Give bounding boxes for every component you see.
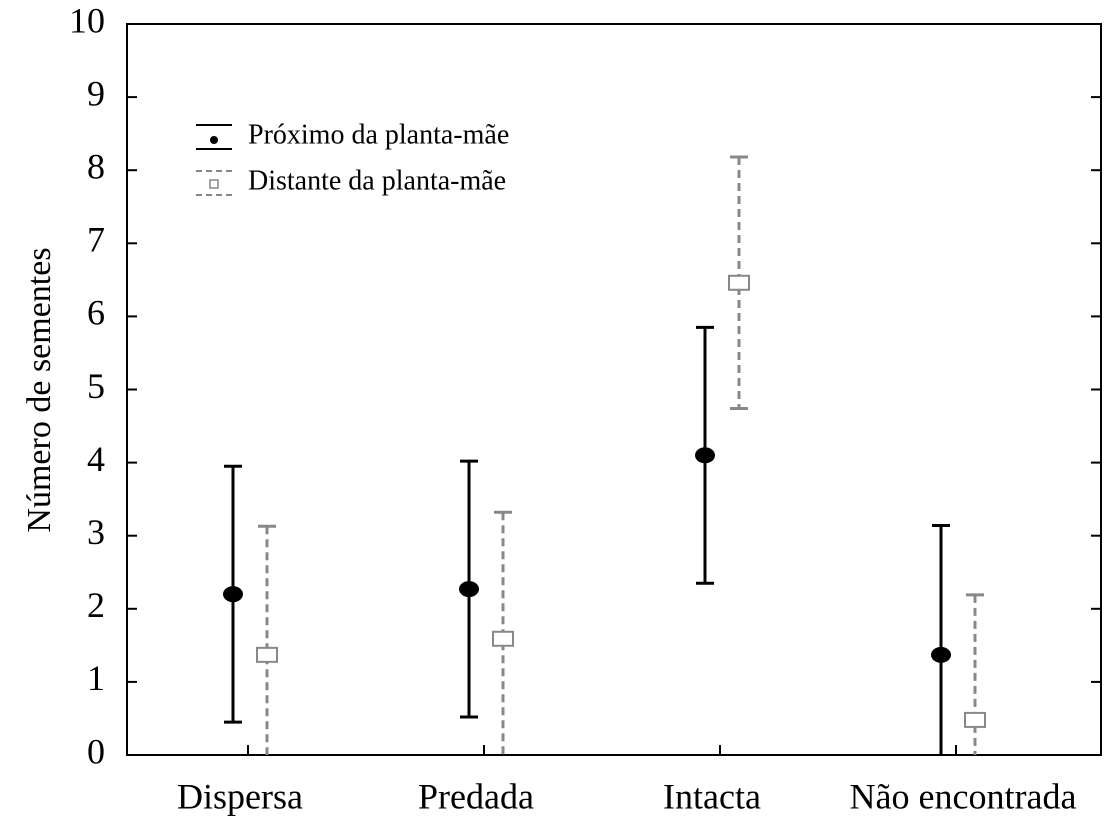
x-tick-label: Intacta (663, 776, 761, 816)
error-bar (966, 593, 984, 755)
y-tick-label: 5 (87, 366, 105, 406)
marker (695, 447, 715, 464)
y-tick-label: 3 (87, 512, 105, 552)
marker (256, 646, 278, 663)
y-tick-label: 2 (87, 585, 105, 625)
legend-marker (210, 136, 218, 144)
x-tick-label: Dispersa (177, 776, 303, 816)
y-tick-label: 6 (87, 293, 105, 333)
y-tick-label: 4 (87, 439, 105, 479)
x-tick-label: Não encontrada (850, 776, 1077, 816)
legend-marker (209, 179, 219, 189)
legend-label: Próximo da planta-mãe (248, 119, 509, 150)
marker (964, 711, 986, 728)
error-bar (730, 155, 748, 411)
y-tick-label: 10 (69, 0, 105, 40)
marker (492, 630, 514, 647)
plot-area (223, 155, 986, 755)
x-tick-label: Predada (418, 776, 534, 816)
legend-entry: Distante da planta-mãe (196, 165, 506, 196)
y-tick-label: 0 (87, 731, 105, 771)
marker (728, 274, 750, 291)
marker (223, 586, 243, 603)
marker (931, 646, 951, 663)
legend-entry: Próximo da planta-mãe (196, 119, 509, 150)
marker (459, 581, 479, 598)
legend-label: Distante da planta-mãe (248, 165, 506, 196)
error-bar (258, 524, 276, 755)
error-bar (494, 510, 512, 755)
y-tick-label: 9 (87, 73, 105, 113)
y-tick-label: 1 (87, 658, 105, 698)
y-tick-label: 7 (87, 220, 105, 260)
y-axis-label: Número de sementes (21, 247, 58, 532)
y-tick-label: 8 (87, 146, 105, 186)
